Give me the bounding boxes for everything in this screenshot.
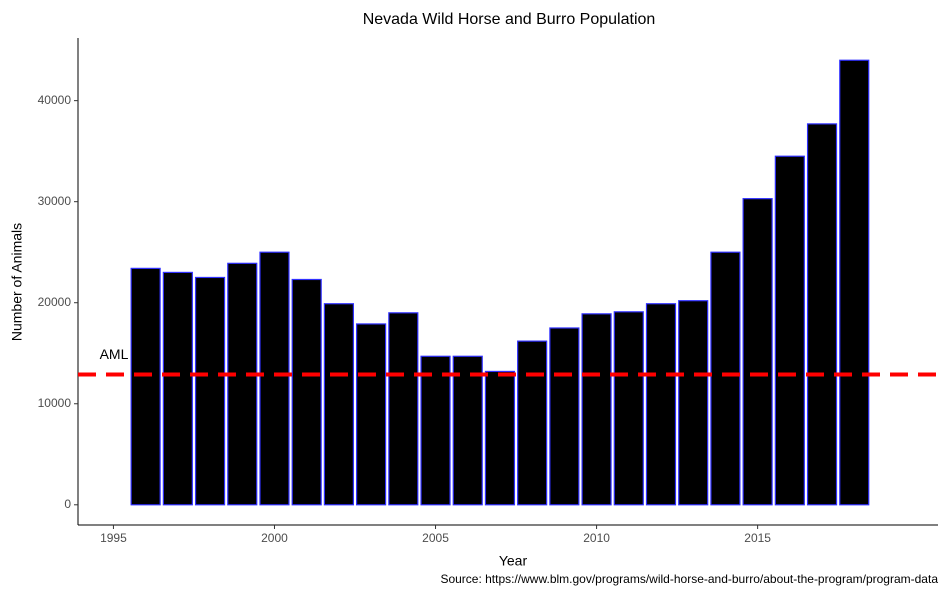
x-tick-label: 1995 bbox=[100, 531, 127, 545]
bar bbox=[645, 303, 677, 506]
bar bbox=[678, 300, 709, 506]
caption: Source: https://www.blm.gov/programs/wil… bbox=[440, 572, 938, 586]
chart-title: Nevada Wild Horse and Burro Population bbox=[363, 11, 656, 28]
bar bbox=[484, 370, 516, 506]
bar bbox=[710, 251, 741, 506]
bar bbox=[227, 262, 258, 506]
x-tick-label: 2015 bbox=[744, 531, 771, 545]
y-tick-label: 30000 bbox=[38, 194, 72, 208]
bar bbox=[420, 355, 451, 506]
bar bbox=[839, 59, 870, 506]
bar bbox=[549, 327, 580, 506]
bar bbox=[291, 278, 322, 506]
bar bbox=[774, 155, 805, 506]
bar bbox=[742, 198, 773, 506]
y-axis-title: Number of Animals bbox=[9, 223, 25, 341]
reference-label: AML bbox=[100, 346, 129, 362]
bar bbox=[323, 303, 354, 506]
bar bbox=[356, 323, 387, 506]
bar bbox=[130, 267, 161, 506]
bar bbox=[806, 123, 838, 506]
bar bbox=[162, 271, 193, 506]
bar bbox=[388, 312, 419, 506]
x-tick-label: 2010 bbox=[583, 531, 610, 545]
y-tick-label: 0 bbox=[64, 497, 71, 511]
y-tick-label: 40000 bbox=[38, 93, 72, 107]
bar bbox=[194, 276, 226, 506]
y-tick-label: 10000 bbox=[38, 396, 72, 410]
x-axis-title: Year bbox=[499, 553, 528, 569]
bar bbox=[581, 313, 612, 506]
bar bbox=[259, 251, 290, 506]
x-tick-label: 2000 bbox=[261, 531, 288, 545]
bar bbox=[517, 340, 548, 506]
bar bbox=[452, 355, 483, 506]
bar bbox=[613, 311, 644, 506]
x-tick-label: 2005 bbox=[422, 531, 449, 545]
y-tick-label: 20000 bbox=[38, 295, 72, 309]
